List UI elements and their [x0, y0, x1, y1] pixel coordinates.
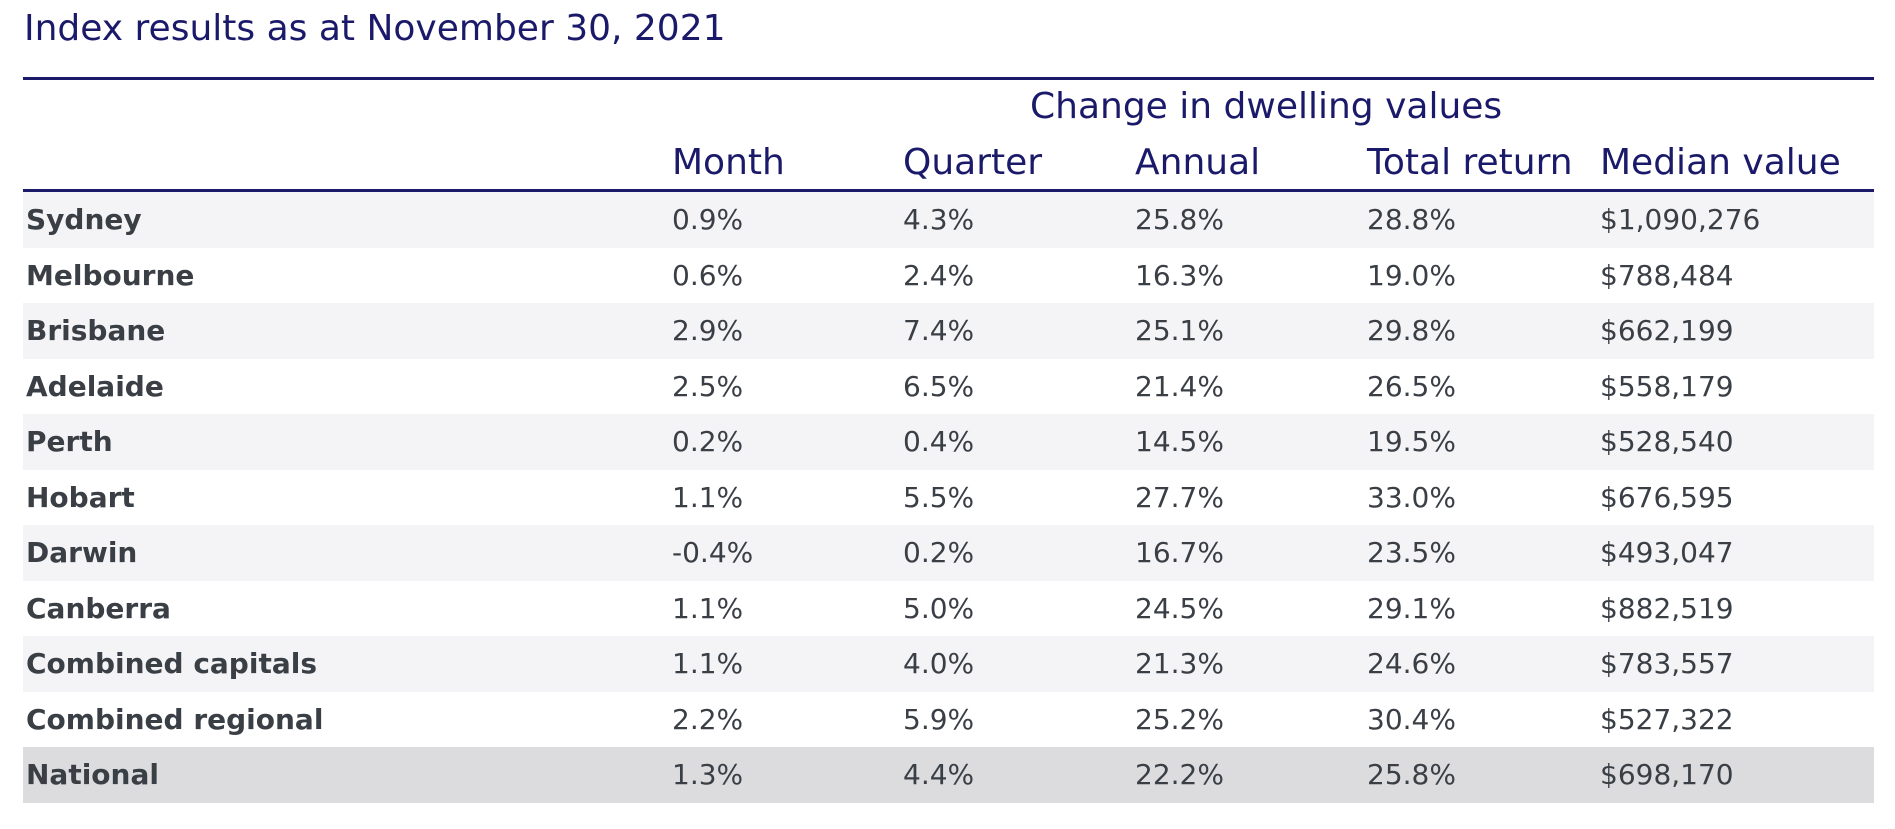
cell-total-return: 30.4% [1367, 702, 1456, 736]
region-label: Darwin [26, 536, 138, 569]
region-label: Canberra [26, 591, 171, 625]
column-header-quarter: Quarter [903, 142, 1043, 183]
cell-annual: 27.7% [1135, 480, 1224, 514]
cell-total-return: 28.8% [1367, 203, 1456, 236]
region-label: Brisbane [26, 314, 166, 347]
cell-annual: 21.3% [1135, 647, 1224, 680]
top-rule [23, 77, 1874, 80]
table-row: Sydney 0.9% 4.3% 25.8% 28.8% $1,090,276 [23, 192, 1874, 248]
cell-quarter: 5.9% [903, 702, 975, 736]
table-row: Adelaide 2.5% 6.5% 21.4% 26.5% $558,179 [23, 359, 1874, 415]
cell-annual: 21.4% [1135, 369, 1224, 403]
table-row: Hobart 1.1% 5.5% 27.7% 33.0% $676,595 [23, 470, 1874, 526]
table-row: Combined regional 2.2% 5.9% 25.2% 30.4% $527,… [23, 692, 1874, 748]
cell-month: 2.5% [672, 369, 744, 403]
cell-median-value: $882,519 [1600, 591, 1734, 625]
region-label: Perth [26, 425, 113, 458]
cell-quarter: 5.5% [903, 480, 975, 514]
table-row: Combined capitals 1.1% 4.0% 21.3% 24.6% $783,… [23, 636, 1874, 692]
cell-total-return: 25.8% [1367, 758, 1456, 791]
region-label: Hobart [26, 480, 135, 514]
table-row: National 1.3% 4.4% 22.2% 25.8% $698,170 [23, 747, 1874, 803]
table-row: Melbourne 0.6% 2.4% 16.3% 19.0% $788,484 [23, 248, 1874, 304]
cell-median-value: $662,199 [1600, 314, 1734, 347]
cell-quarter: 5.0% [903, 591, 975, 625]
cell-quarter: 0.4% [903, 425, 975, 458]
cell-total-return: 24.6% [1367, 647, 1456, 680]
cell-annual: 14.5% [1135, 425, 1224, 458]
cell-month: 0.9% [672, 203, 744, 236]
cell-month: 1.1% [672, 591, 744, 625]
table-row: Perth 0.2% 0.4% 14.5% 19.5% $528,540 [23, 414, 1874, 470]
cell-total-return: 29.8% [1367, 314, 1456, 347]
cell-median-value: $558,179 [1600, 369, 1734, 403]
cell-annual: 25.1% [1135, 314, 1224, 347]
cell-median-value: $676,595 [1600, 480, 1734, 514]
cell-median-value: $783,557 [1600, 647, 1734, 680]
cell-annual: 22.2% [1135, 758, 1224, 791]
region-label: Combined regional [26, 702, 324, 736]
table-row: Darwin -0.4% 0.2% 16.7% 23.5% $493,047 [23, 525, 1874, 581]
cell-median-value: $493,047 [1600, 536, 1734, 569]
cell-median-value: $528,540 [1600, 425, 1734, 458]
region-label: Adelaide [26, 369, 164, 403]
cell-month: 1.1% [672, 647, 744, 680]
table-title: Index results as at November 30, 2021 [24, 8, 726, 49]
region-label: Combined capitals [26, 647, 317, 680]
column-header-annual: Annual [1135, 142, 1261, 183]
cell-quarter: 4.4% [903, 758, 975, 791]
cell-median-value: $527,322 [1600, 702, 1734, 736]
cell-month: 0.6% [672, 258, 744, 292]
cell-annual: 24.5% [1135, 591, 1224, 625]
region-label: Melbourne [26, 258, 195, 292]
cell-quarter: 6.5% [903, 369, 975, 403]
cell-quarter: 4.3% [903, 203, 975, 236]
cell-median-value: $1,090,276 [1600, 203, 1761, 236]
cell-total-return: 23.5% [1367, 536, 1456, 569]
column-header-month: Month [672, 142, 785, 183]
cell-annual: 25.2% [1135, 702, 1224, 736]
cell-annual: 16.3% [1135, 258, 1224, 292]
cell-total-return: 19.0% [1367, 258, 1456, 292]
region-label: National [26, 758, 159, 791]
cell-quarter: 2.4% [903, 258, 975, 292]
cell-median-value: $698,170 [1600, 758, 1734, 791]
cell-total-return: 33.0% [1367, 480, 1456, 514]
cell-quarter: 0.2% [903, 536, 975, 569]
column-header-total-return: Total return [1367, 142, 1573, 183]
cell-quarter: 7.4% [903, 314, 975, 347]
table-body: Sydney 0.9% 4.3% 25.8% 28.8% $1,090,276 Melbou… [23, 192, 1874, 803]
cell-quarter: 4.0% [903, 647, 975, 680]
cell-total-return: 26.5% [1367, 369, 1456, 403]
cell-annual: 25.8% [1135, 203, 1224, 236]
cell-month: -0.4% [672, 536, 754, 569]
cell-median-value: $788,484 [1600, 258, 1734, 292]
column-header-median-value: Median value [1600, 142, 1841, 183]
cell-annual: 16.7% [1135, 536, 1224, 569]
group-header: Change in dwelling values [1030, 86, 1503, 127]
cell-total-return: 29.1% [1367, 591, 1456, 625]
cell-total-return: 19.5% [1367, 425, 1456, 458]
cell-month: 2.9% [672, 314, 744, 347]
cell-month: 1.3% [672, 758, 744, 791]
header-rule [23, 189, 1874, 192]
cell-month: 1.1% [672, 480, 744, 514]
cell-month: 0.2% [672, 425, 744, 458]
cell-month: 2.2% [672, 702, 744, 736]
region-label: Sydney [26, 203, 142, 236]
table-row: Brisbane 2.9% 7.4% 25.1% 29.8% $662,199 [23, 303, 1874, 359]
table-row: Canberra 1.1% 5.0% 24.5% 29.1% $882,519 [23, 581, 1874, 637]
